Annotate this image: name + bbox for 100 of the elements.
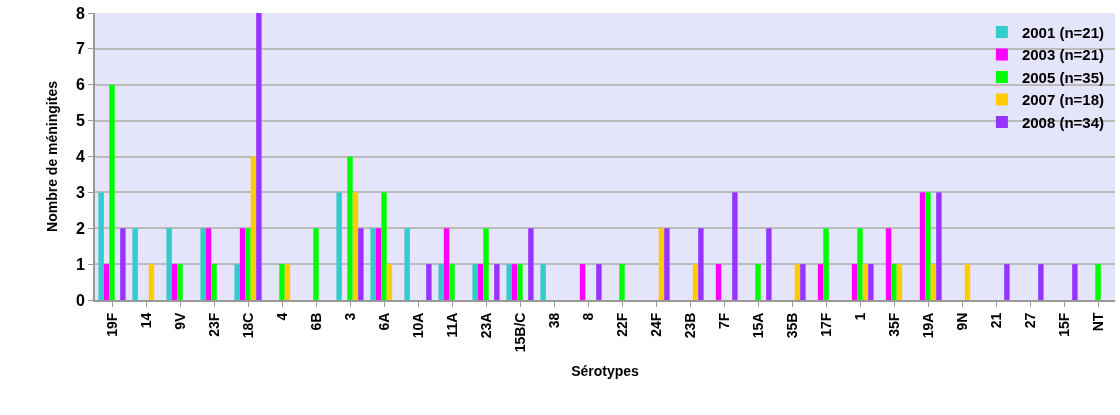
y-tick-label: 4 <box>75 148 85 166</box>
y-tick-label: 7 <box>75 40 85 58</box>
bar <box>483 228 489 300</box>
bar <box>250 156 257 300</box>
bar <box>919 192 926 300</box>
x-tick-label: 35B <box>783 312 800 339</box>
bar <box>336 192 342 300</box>
bar <box>239 228 246 300</box>
x-tick-label: 10A <box>409 312 426 339</box>
bar <box>857 228 863 300</box>
x-tick-label: 8 <box>579 312 596 321</box>
legend-label: 2005 (n=35) <box>1021 68 1105 86</box>
legend-label: 2007 (n=18) <box>1021 91 1105 109</box>
x-tick-label: 19F <box>103 312 120 337</box>
bar <box>511 264 518 300</box>
legend-label: 2008 (n=34) <box>1021 113 1105 131</box>
bar <box>891 264 897 300</box>
bar <box>171 264 178 300</box>
x-tick-label: 6A <box>375 312 392 331</box>
bar <box>120 228 126 300</box>
bar <box>200 228 206 300</box>
bar <box>517 264 523 300</box>
x-tick-label: 11A <box>443 312 460 338</box>
x-tick-label: 22F <box>613 312 630 337</box>
bar <box>896 264 903 300</box>
x-tick-label: 14 <box>137 312 154 329</box>
x-tick-label: 15B/C <box>511 312 528 353</box>
bar <box>245 228 251 300</box>
bar <box>386 264 393 300</box>
bar <box>930 264 937 300</box>
legend-label: 2001 (n=21) <box>1021 23 1105 41</box>
bar <box>381 192 387 300</box>
bar <box>506 264 512 300</box>
bar <box>347 156 353 300</box>
bar <box>352 192 359 300</box>
bar <box>851 264 858 300</box>
bar <box>732 192 738 300</box>
y-tick-label: 0 <box>75 291 85 309</box>
x-tick-label: 35F <box>885 312 902 337</box>
bar <box>426 264 432 300</box>
y-tick-label: 5 <box>75 112 85 130</box>
bar <box>692 264 699 300</box>
y-tick-label: 8 <box>75 4 85 22</box>
x-tick-label: 23A <box>477 312 494 339</box>
x-tick-label: 15A <box>749 312 766 339</box>
x-tick-label: 17F <box>817 312 834 337</box>
x-tick-label: 24F <box>647 312 664 337</box>
bar <box>98 192 104 300</box>
bar <box>885 228 892 300</box>
bar <box>528 228 534 300</box>
bar <box>375 228 382 300</box>
bar <box>284 264 291 300</box>
bar <box>800 264 806 300</box>
bar <box>449 264 455 300</box>
bar <box>862 264 869 300</box>
bar <box>443 228 450 300</box>
bar <box>1038 264 1044 300</box>
legend-label: 2003 (n=21) <box>1021 46 1105 64</box>
x-tick-label: NT <box>1089 312 1106 332</box>
x-axis-title: Sérotypes <box>571 363 640 380</box>
bar <box>868 264 874 300</box>
bar <box>936 192 942 300</box>
bar <box>698 228 704 300</box>
bar <box>794 264 801 300</box>
bar <box>619 264 625 300</box>
y-axis-title: Nombre de méningites <box>43 80 60 232</box>
bar <box>823 228 829 300</box>
bar <box>925 192 931 300</box>
x-tick-label: 21 <box>987 312 1004 329</box>
bar <box>404 228 410 300</box>
bar <box>964 264 971 300</box>
x-tick-label: 15F <box>1055 312 1072 337</box>
bar <box>256 13 262 300</box>
bar <box>755 264 761 300</box>
bar <box>1004 264 1010 300</box>
bar <box>205 228 212 300</box>
x-tick-label: 19A <box>919 312 936 339</box>
x-tick-label: 18C <box>239 312 256 339</box>
bar <box>358 228 364 300</box>
x-tick-label: 9N <box>953 312 970 331</box>
bar <box>211 264 217 300</box>
bar <box>234 264 240 300</box>
bar <box>596 264 602 300</box>
bar <box>817 264 824 300</box>
y-tick-label: 1 <box>75 255 85 273</box>
bar <box>472 264 478 300</box>
bar <box>664 228 670 300</box>
bar <box>715 264 722 300</box>
y-tick-label: 2 <box>75 219 85 237</box>
bar <box>109 84 115 300</box>
x-tick-label: 23B <box>681 312 698 339</box>
x-tick-label: 23F <box>205 312 222 337</box>
bar <box>166 228 172 300</box>
x-tick-label: 38 <box>545 312 562 329</box>
y-tick-label: 3 <box>75 183 85 201</box>
bar <box>658 228 665 300</box>
x-tick-label: 1 <box>851 312 868 321</box>
x-tick-label: 4 <box>273 312 290 321</box>
bar <box>313 228 319 300</box>
x-tick-label: 3 <box>341 312 358 321</box>
